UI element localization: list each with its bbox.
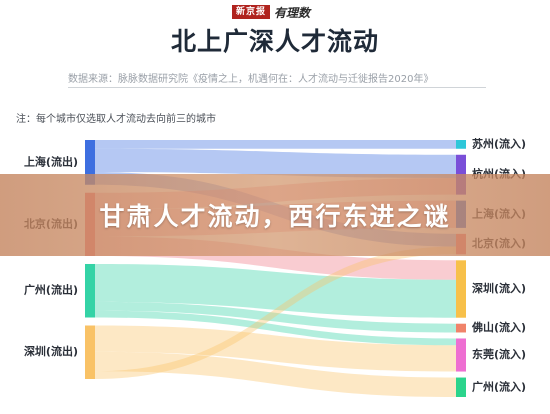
flow-link (95, 140, 456, 149)
logo-box: 新京报 (232, 5, 271, 19)
target-node (456, 323, 466, 333)
headline-banner: 甘肃人才流动，西行东进之谜 (0, 174, 550, 256)
node-label: 深圳(流出) (24, 344, 78, 358)
node-label: 广州(流出) (24, 283, 78, 297)
flow-link (95, 263, 456, 318)
target-node (456, 377, 466, 397)
node-label: 深圳(流入) (472, 281, 526, 295)
node-label: 苏州(流入) (472, 136, 526, 150)
headline-text: 甘肃人才流动，西行东进之谜 (99, 202, 451, 231)
source-node (85, 325, 95, 379)
source-node (85, 263, 95, 318)
flow-link (95, 301, 456, 333)
chart-title: 北上广深人才流动 (170, 27, 379, 56)
target-node (456, 260, 466, 318)
chart-note: 注：每个城市仅选取人才流动去向前三的城市 (16, 114, 216, 125)
publisher-logo: 新京报 有理数 (232, 5, 311, 20)
node-label: 东莞(流入) (472, 347, 526, 361)
flow-link (95, 310, 456, 346)
logo-script: 有理数 (274, 5, 311, 20)
node-label: 广州(流入) (472, 379, 526, 393)
flow-link (95, 351, 456, 397)
target-node (456, 140, 466, 149)
node-label: 上海(流出) (24, 154, 78, 168)
data-source: 数据来源：脉脉数据研究院《疫情之上，机遇何在：人才流动与迁徙报告2020年》 (68, 74, 434, 85)
flow-link (95, 325, 456, 372)
flow-link (95, 148, 456, 179)
source-node (85, 140, 95, 185)
target-node (456, 338, 466, 372)
divider (68, 87, 486, 88)
node-label: 佛山(流入) (471, 320, 526, 334)
flow-link (95, 246, 456, 379)
